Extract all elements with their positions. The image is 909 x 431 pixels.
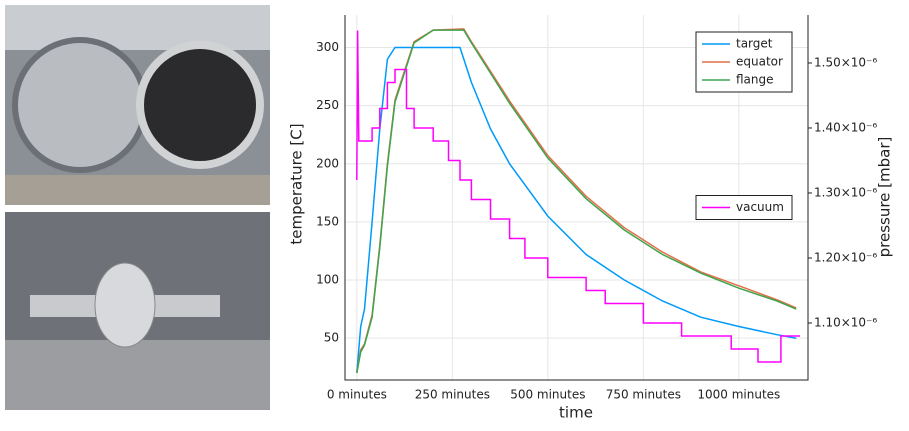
x-axis-title: time: [559, 404, 593, 422]
line-series: [356, 30, 800, 363]
y2-tick-label: 1.10×10⁻⁶: [814, 315, 877, 329]
photo-chamber: [136, 41, 264, 169]
photo-table: [5, 340, 270, 410]
y2-tick-label: 1.20×10⁻⁶: [814, 250, 877, 264]
line-series: [356, 29, 797, 374]
photo-door: [12, 37, 148, 173]
y-axis-title: temperature [C]: [288, 123, 306, 244]
y-tick-label: 250: [316, 98, 339, 112]
y-tick-label: 200: [316, 156, 339, 170]
photos: [5, 5, 270, 410]
y-tick-label: 50: [324, 331, 339, 345]
y2-tick-label: 1.30×10⁻⁶: [814, 185, 877, 199]
x-tick-label: 750 minutes: [606, 388, 681, 402]
x-tick-label: 1000 minutes: [697, 388, 780, 402]
y-tick-label: 150: [316, 214, 339, 228]
photo-ceiling: [5, 5, 270, 50]
photo-floor: [5, 175, 270, 205]
y2-tick-label: 1.40×10⁻⁶: [814, 120, 877, 134]
x-tick-label: 500 minutes: [510, 388, 585, 402]
legend-label: flange: [736, 73, 774, 87]
legend-label: equator: [736, 55, 783, 69]
legend-label: vacuum: [736, 200, 784, 214]
y2-axis-title: pressure [mbar]: [876, 137, 894, 258]
photo-cell: [94, 262, 156, 348]
x-tick-label: 250 minutes: [415, 388, 490, 402]
y-tick-label: 300: [316, 40, 339, 54]
y-tick-label: 100: [316, 273, 339, 287]
axis-frame: [344, 15, 809, 381]
line-series: [356, 46, 797, 374]
legend-label: target: [736, 37, 773, 51]
chart-area: [278, 5, 904, 423]
y2-tick-label: 1.50×10⁻⁶: [814, 55, 877, 69]
x-tick-label: 0 minutes: [327, 388, 387, 402]
